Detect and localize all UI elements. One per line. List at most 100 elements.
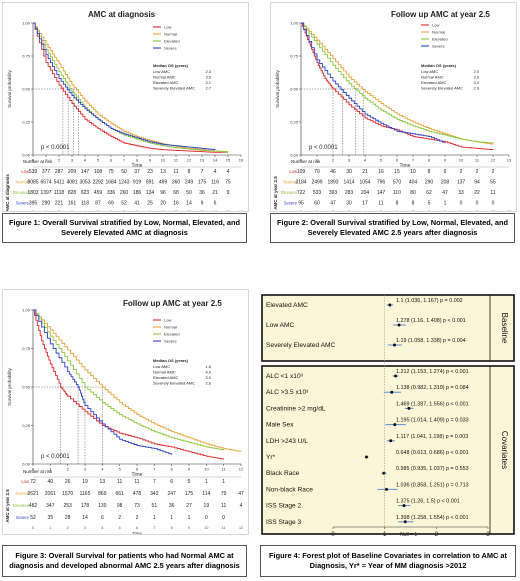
- km-plot-fig3: Follow up AMC at year 2.5 0.00 0.25 0.50 0.7…: [5, 299, 244, 534]
- median-os-value: 2.0: [473, 69, 479, 74]
- risk-cell: 0: [492, 201, 495, 207]
- x-tick-label: 0: [32, 158, 35, 163]
- risk-cell: 533: [313, 190, 322, 196]
- median-os-value: 3.5: [205, 75, 211, 80]
- risk-cell: 118: [81, 201, 89, 207]
- forest-point: [385, 487, 389, 491]
- km-plot-fig2: Follow up AMC at year 2.5 0.00 0.25 0.50 0.7…: [273, 10, 512, 211]
- risk-cell: 50: [121, 169, 127, 175]
- risk-cell: 4: [240, 503, 243, 509]
- survival-curve-low: [301, 22, 494, 150]
- risk-cell: 68: [173, 190, 179, 196]
- risk-cell: 290: [425, 180, 434, 186]
- x-tick-label: 1: [316, 158, 319, 163]
- risk-cell: 36: [199, 190, 205, 196]
- p-value-label: p < 0.0001: [41, 145, 70, 151]
- risk-x-tick-label: 2: [332, 210, 334, 211]
- risk-cell: 75: [225, 180, 231, 186]
- risk-row-label: Elevated: [281, 190, 298, 195]
- risk-cell: 1803: [27, 190, 38, 196]
- x-tick-label: 9: [444, 158, 447, 163]
- figure-2-caption: Figure 2: Overall Survival stratified by…: [270, 213, 515, 243]
- risk-cell: 55: [490, 180, 496, 186]
- median-os-label: Normal AMC: [153, 370, 176, 375]
- x-tick-label: 11: [174, 158, 179, 163]
- figure-1-caption: Figure 1: Overall Survival stratified by…: [2, 213, 247, 243]
- legend-label: Normal: [164, 325, 177, 330]
- risk-cell: 1118: [54, 190, 65, 196]
- forest-row-stat: 1.469 (1.387, 1.556) p < 0.001: [396, 401, 469, 407]
- median-os-label: Severely Elevated AMC: [421, 86, 463, 91]
- risk-cell: 178: [81, 503, 90, 509]
- risk-cell: 5411: [54, 180, 65, 186]
- risk-cell: 290: [42, 201, 51, 207]
- risk-cell: 247: [167, 491, 176, 497]
- forest-row-name: Yr*: [266, 454, 276, 461]
- risk-x-tick-label: 11: [475, 210, 479, 211]
- forest-point: [394, 374, 398, 378]
- median-os-label: Low AMC: [153, 364, 170, 369]
- risk-cell: 79: [221, 491, 227, 497]
- risk-cell: 22: [474, 190, 480, 196]
- risk-cell: 2061: [45, 491, 56, 497]
- risk-cell: 109: [297, 169, 306, 175]
- risk-table-ylabel: AMC at year 2.5: [273, 176, 278, 210]
- risk-cell: 209: [68, 169, 77, 175]
- risk-cell: 161: [68, 201, 77, 207]
- x-tick-label: 6: [110, 158, 113, 163]
- y-tick-label: 0.00: [290, 153, 299, 158]
- risk-cell: 8: [188, 169, 191, 175]
- risk-cell: 347: [46, 503, 55, 509]
- median-os-label: Elevated AMC: [153, 80, 178, 85]
- risk-cell: 108: [94, 169, 103, 175]
- risk-cell: 96: [160, 190, 166, 196]
- risk-cell: 6: [170, 479, 173, 485]
- x-tick-label: 1: [49, 467, 52, 472]
- risk-x-tick-label: 6: [110, 210, 112, 211]
- median-os-label: Normal AMC: [153, 75, 176, 80]
- y-tick-label: 0.75: [22, 54, 31, 59]
- risk-x-tick-label: 8: [171, 526, 173, 530]
- risk-cell: 1893: [327, 180, 338, 186]
- x-tick-label: 10: [459, 158, 464, 163]
- risk-x-tick-label: 4: [364, 210, 366, 211]
- risk-cell: 11: [378, 201, 383, 207]
- risk-cell: 1243: [118, 180, 129, 186]
- forest-plot: Baseline Elevated AMC 1.1 (1.036, 1.167) p…: [261, 294, 515, 538]
- median-os-value: 2.3: [205, 69, 211, 74]
- legend-label: Normal: [164, 32, 177, 37]
- risk-cell: 75: [108, 169, 114, 175]
- x-tick-label: 8: [428, 158, 431, 163]
- y-axis-label: Survival probability: [275, 69, 280, 108]
- forest-row-stat: 1.212 (1.153, 1.274) p < 0.001: [396, 369, 469, 375]
- forest-group-box: [261, 365, 515, 535]
- x-tick-label: 12: [491, 158, 496, 163]
- forest-point: [402, 504, 406, 508]
- y-tick-label: 0.00: [22, 153, 31, 158]
- p-value-label: p < 0.0001: [309, 145, 338, 151]
- x-tick-label: 5: [97, 158, 100, 163]
- risk-cell: 377: [42, 169, 51, 175]
- risk-x-tick-label: 0: [32, 526, 34, 530]
- risk-cell: 70: [314, 169, 320, 175]
- risk-cell: 661: [115, 491, 124, 497]
- risk-x-tick-label: 7: [153, 526, 155, 530]
- risk-cell: 95: [298, 201, 304, 207]
- risk-cell: 1: [205, 479, 208, 485]
- legend-label: Low: [164, 318, 171, 323]
- risk-cell: 570: [393, 180, 402, 186]
- risk-row-label: Normal: [16, 491, 30, 496]
- risk-cell: 2: [460, 169, 463, 175]
- risk-cell: 0: [205, 515, 208, 521]
- risk-cell: 17: [362, 201, 368, 207]
- risk-cell: 0: [476, 201, 479, 207]
- forest-x-tick-label: 1: [383, 531, 387, 538]
- x-tick-label: 12: [187, 158, 192, 163]
- risk-cell: 13: [160, 169, 166, 175]
- x-tick-label: 7: [153, 467, 156, 472]
- risk-cell: 60: [314, 201, 320, 207]
- risk-x-tick-label: 4: [84, 210, 86, 211]
- risk-cell: 9: [227, 190, 230, 196]
- risk-cell: 6574: [40, 180, 51, 186]
